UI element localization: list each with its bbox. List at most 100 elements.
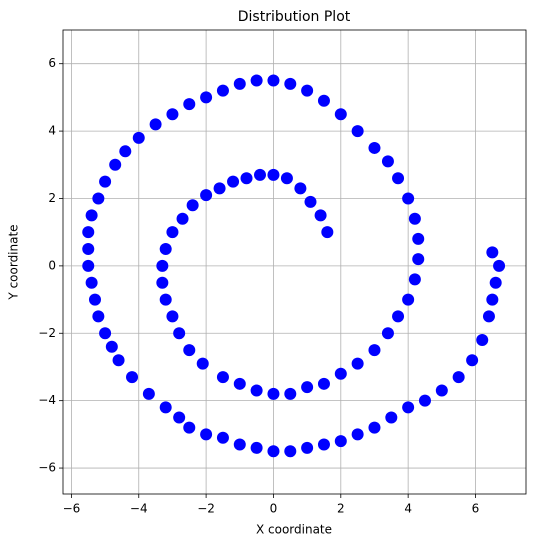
point — [250, 441, 263, 454]
point — [149, 118, 162, 131]
point — [301, 84, 314, 97]
point — [476, 334, 489, 347]
point — [392, 310, 405, 323]
y-axis-label: Y coordinate — [7, 224, 21, 300]
point — [142, 387, 155, 400]
point — [88, 293, 101, 306]
point — [412, 232, 425, 245]
point — [186, 199, 199, 212]
point — [317, 438, 330, 451]
point — [166, 226, 179, 239]
point — [240, 172, 253, 185]
point — [418, 394, 431, 407]
point — [482, 310, 495, 323]
point — [183, 344, 196, 357]
point — [304, 195, 317, 208]
point — [109, 158, 122, 171]
point — [486, 246, 499, 259]
point — [334, 367, 347, 380]
point — [183, 421, 196, 434]
point — [183, 98, 196, 111]
point — [408, 273, 421, 286]
point — [385, 411, 398, 424]
point — [402, 401, 415, 414]
point — [132, 131, 145, 144]
point — [493, 259, 506, 272]
point — [294, 182, 307, 195]
point — [267, 387, 280, 400]
point — [85, 209, 98, 222]
point — [253, 168, 266, 181]
x-tick-label: 4 — [404, 502, 412, 516]
point — [85, 276, 98, 289]
y-tick-label: 4 — [48, 124, 56, 138]
point — [452, 371, 465, 384]
point — [267, 74, 280, 87]
point — [317, 377, 330, 390]
point — [381, 155, 394, 168]
point — [317, 94, 330, 107]
point — [196, 357, 209, 370]
point — [82, 226, 95, 239]
point — [267, 168, 280, 181]
point — [159, 243, 172, 256]
point — [321, 226, 334, 239]
point — [408, 212, 421, 225]
y-tick-label: −2 — [38, 326, 56, 340]
x-tick-label: 6 — [472, 502, 480, 516]
point — [216, 371, 229, 384]
point — [216, 431, 229, 444]
point — [200, 91, 213, 104]
point — [82, 243, 95, 256]
x-tick-label: −6 — [63, 502, 81, 516]
point — [82, 259, 95, 272]
point — [92, 310, 105, 323]
point — [280, 172, 293, 185]
y-tick-label: 6 — [48, 56, 56, 70]
point — [368, 344, 381, 357]
point — [402, 192, 415, 205]
point — [284, 77, 297, 90]
point — [368, 421, 381, 434]
point — [99, 175, 112, 188]
point — [126, 371, 139, 384]
y-tick-label: 0 — [48, 258, 56, 272]
point — [392, 172, 405, 185]
point — [233, 438, 246, 451]
point — [233, 77, 246, 90]
point — [173, 411, 186, 424]
y-tick-label: −4 — [38, 393, 56, 407]
point — [200, 428, 213, 441]
point — [351, 428, 364, 441]
point — [156, 259, 169, 272]
point — [250, 384, 263, 397]
point — [250, 74, 263, 87]
point — [284, 387, 297, 400]
point — [92, 192, 105, 205]
point — [216, 84, 229, 97]
point — [368, 141, 381, 154]
point — [112, 354, 125, 367]
x-axis-label: X coordinate — [256, 523, 332, 537]
point — [351, 357, 364, 370]
point — [284, 445, 297, 458]
point — [402, 293, 415, 306]
x-tick-label: −4 — [130, 502, 148, 516]
point — [176, 212, 189, 225]
point — [334, 108, 347, 121]
x-tick-label: 2 — [337, 502, 345, 516]
point — [213, 182, 226, 195]
point — [166, 310, 179, 323]
point — [351, 125, 364, 138]
point — [200, 189, 213, 202]
point — [159, 401, 172, 414]
point — [99, 327, 112, 340]
point — [486, 293, 499, 306]
point — [173, 327, 186, 340]
y-tick-label: −6 — [38, 461, 56, 475]
x-tick-label: −2 — [197, 502, 215, 516]
point — [301, 381, 314, 394]
point — [227, 175, 240, 188]
chart-title: Distribution Plot — [238, 9, 351, 25]
